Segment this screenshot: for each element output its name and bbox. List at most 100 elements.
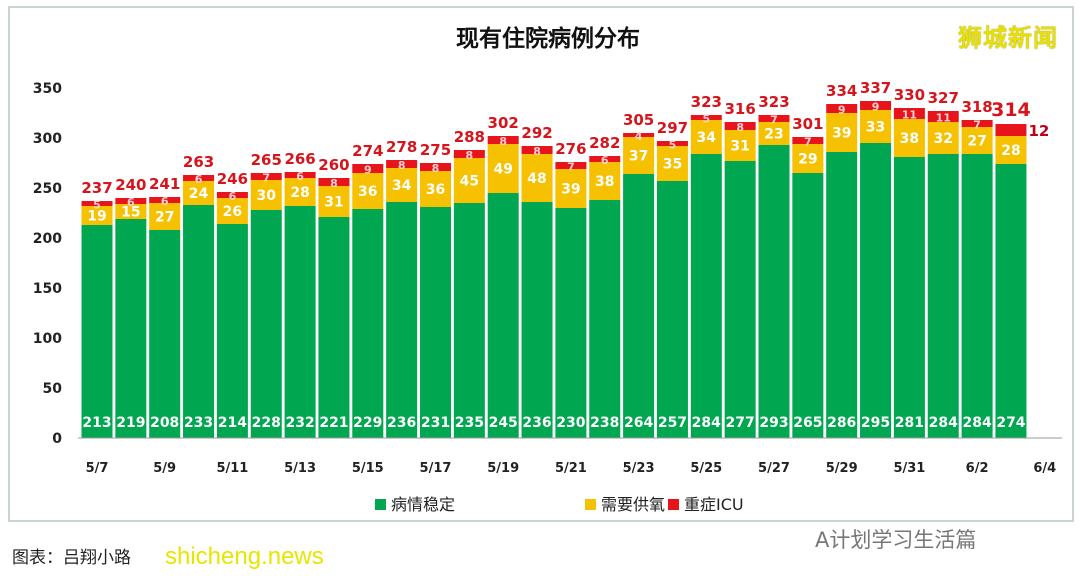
data-label: 27 [967,134,986,150]
y-axis: 0 50 100 150 200 250 300 350 [33,81,62,447]
total-label: 266 [284,150,315,168]
data-label: 35 [663,157,682,173]
data-label: 8 [398,159,406,172]
bar-segment-stable [826,152,858,438]
bar-segment-oxygen [893,119,925,157]
bar-segment-icu [183,175,215,181]
total-label: 327 [928,89,959,107]
data-label: 6 [229,190,237,203]
bar-segment-stable [521,202,553,438]
bars: 2131952372191562402082762412332462632142… [81,79,1049,438]
data-label: 29 [798,152,817,168]
y-tick-label: 200 [33,231,62,247]
x-tick-label: 5/27 [758,461,790,476]
total-label: 265 [251,151,282,169]
data-label: 9 [838,104,846,117]
bar-segment-stable [453,203,485,438]
total-label: 334 [826,82,857,100]
bar-segment-icu [250,173,282,180]
bar-segment-stable [115,219,147,438]
data-label: 49 [493,162,512,178]
bar-segment-oxygen [318,186,350,217]
total-label: 278 [386,138,417,156]
data-label: 281 [895,415,924,431]
bar-segment-oxygen [81,206,113,225]
data-label: 8 [466,149,474,162]
bar-segment-oxygen [927,122,959,154]
x-tick-label: 5/23 [623,461,655,476]
account-watermark: A计划学习生活篇 [815,528,977,552]
data-label: 37 [629,149,648,165]
x-tick-label: 6/4 [1033,461,1056,476]
data-label: 6 [296,170,304,183]
bar-segment-oxygen [589,162,621,200]
data-label: 38 [595,174,614,190]
data-label: 5 [93,199,101,212]
x-tick-label: 5/7 [86,461,109,476]
bar-segment-oxygen [521,154,553,202]
data-label: 27 [155,210,174,226]
total-label: 240 [115,176,146,194]
data-label: 7 [770,114,778,127]
bar-segment-oxygen [250,180,282,210]
data-label: 293 [759,415,788,431]
legend-swatch [585,499,596,510]
bar-segment-icu [860,101,892,110]
data-label: 48 [527,171,546,187]
legend-swatch [668,499,679,510]
total-label: 337 [860,79,891,97]
data-label: 38 [900,131,919,147]
total-label: 314 [991,99,1031,121]
data-label: 26 [223,204,242,220]
data-label: 39 [832,126,851,142]
bar-segment-stable [758,145,790,438]
bar-segment-oxygen [216,198,248,224]
total-label: 246 [217,170,248,188]
bar-segment-icu [555,162,587,169]
data-label: 15 [121,205,140,221]
bar-segment-oxygen [555,169,587,208]
bar-segment-icu [961,120,993,127]
data-label: 286 [827,415,856,431]
bar-segment-stable [927,154,959,438]
data-label: 8 [499,135,507,148]
data-label: 34 [392,178,412,194]
bar-segment-oxygen [386,168,418,202]
bar-segment-oxygen [792,144,824,173]
data-label: 8 [736,121,744,134]
data-label: 36 [358,184,377,200]
x-tick-label: 5/9 [153,461,176,476]
bar-segment-stable [250,210,282,438]
y-tick-label: 100 [33,331,62,347]
bar-segment-stable [995,164,1027,438]
data-label: 274 [996,415,1025,431]
total-label: 263 [183,153,214,171]
data-label: 7 [973,119,981,132]
data-label: 4 [635,130,643,143]
bar-segment-icu [149,197,181,203]
data-label: 28 [290,185,309,201]
bar-segment-stable [149,230,181,438]
x-tick-label: 5/11 [216,461,248,476]
total-label: 275 [420,141,451,159]
bar-segment-icu [589,156,621,162]
total-label: 323 [758,93,789,111]
data-label: 9 [872,101,880,114]
bar-segment-stable [352,209,384,438]
bar-segment-oxygen [487,144,519,193]
bar-segment-icu [893,108,925,119]
bar-segment-stable [216,224,248,438]
legend-swatch [375,499,386,510]
data-label: 6 [601,154,609,167]
bar-segment-icu [521,146,553,154]
data-label: 231 [421,415,450,431]
data-label: 28 [1001,143,1020,159]
x-tick-label: 6/2 [966,461,989,476]
data-label: 264 [624,415,653,431]
bar-segment-icu [826,104,858,113]
bar-segment-icu [656,141,688,146]
data-label: 228 [252,415,281,431]
bar-segment-stable [183,205,215,438]
bar-segment-oxygen [656,146,688,181]
total-label: 305 [623,111,654,129]
